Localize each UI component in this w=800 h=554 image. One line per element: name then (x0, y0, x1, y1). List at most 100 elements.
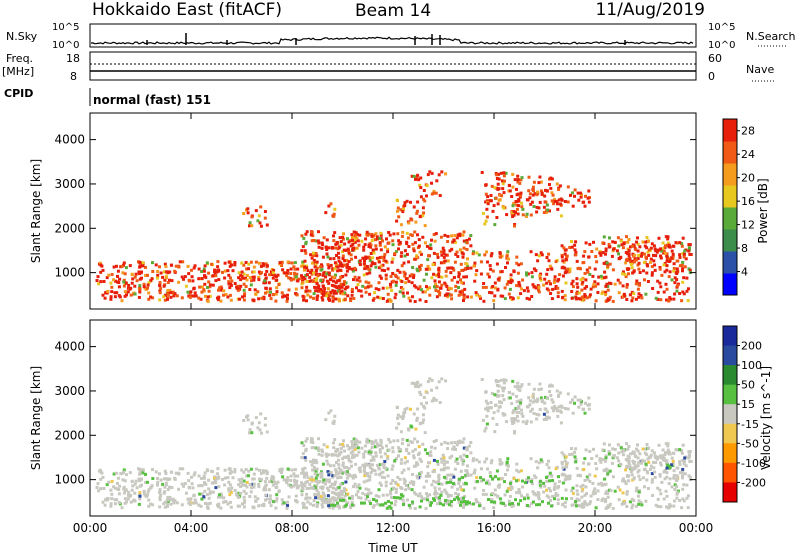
power-cell (343, 259, 347, 263)
power-cell (435, 295, 439, 299)
velocity-cell (193, 471, 197, 475)
velocity-cell (273, 480, 277, 484)
velocity-cell (133, 499, 137, 503)
power-cell (192, 266, 196, 270)
power-cell (283, 271, 287, 275)
power-cell (583, 286, 587, 290)
velocity-cell (462, 502, 466, 506)
velocity-cell (352, 453, 356, 457)
power-cell (343, 287, 347, 291)
velocity-cell (310, 475, 314, 479)
power-cell (493, 294, 497, 298)
power-cell (173, 269, 177, 273)
velocity-cell (352, 485, 355, 489)
velocity-cell (563, 459, 567, 463)
power-cell (471, 252, 475, 256)
velocity-cell (361, 491, 365, 495)
velocity-cell (440, 460, 444, 464)
power-cell (666, 241, 670, 245)
velocity-cell (332, 441, 335, 445)
velocity-cell (453, 467, 457, 471)
power-cell (484, 192, 488, 196)
velocity-cell (667, 450, 671, 454)
velocity-cell (678, 499, 682, 502)
power-cell (242, 288, 246, 292)
velocity-cell (428, 493, 432, 497)
velocity-cell (383, 460, 387, 463)
power-cell (625, 257, 629, 261)
power-cell (351, 248, 355, 252)
power-cell (675, 267, 679, 271)
power-cell (499, 171, 503, 175)
power-cell (378, 266, 381, 270)
velocity-cell (289, 474, 293, 478)
power-cell (377, 260, 381, 264)
velocity-cell (161, 482, 165, 486)
velocity-cell (393, 503, 397, 507)
velocity-cell (422, 396, 426, 399)
velocity-cell (486, 402, 490, 406)
velocity-cell (585, 475, 589, 479)
power-cell (650, 265, 654, 269)
power-cell (654, 296, 658, 300)
power-cell (530, 200, 534, 204)
power-cell (272, 293, 276, 297)
velocity-cell (347, 474, 351, 478)
power-cell (344, 281, 348, 285)
power-cell (675, 278, 679, 282)
velocity-cell (383, 452, 387, 456)
velocity-cell (332, 482, 336, 486)
velocity-cell (373, 469, 377, 473)
power-cell (474, 291, 478, 295)
velocity-cell (399, 415, 403, 419)
power-cell (353, 266, 357, 270)
velocity-cell (110, 492, 114, 496)
power-cell (425, 194, 428, 198)
velocity-cell (621, 477, 625, 481)
power-cell (548, 209, 551, 213)
power-cell (621, 246, 625, 250)
velocity-cell (439, 457, 443, 461)
velocity-cell (530, 502, 534, 505)
velocity-ylabel: Slant Range [km] (29, 366, 43, 470)
power-cell (465, 248, 469, 251)
velocity-cell (122, 487, 126, 491)
velocity-cell (353, 440, 357, 444)
velocity-cell (340, 492, 344, 496)
velocity-cell (461, 476, 464, 480)
velocity-cell (228, 493, 232, 497)
power-cell (453, 260, 457, 264)
power-cell (570, 282, 574, 286)
velocity-cell (465, 469, 469, 473)
velocity-cell (678, 448, 682, 452)
power-cell (601, 290, 605, 294)
power-cell (441, 246, 445, 250)
velocity-cell (351, 503, 354, 507)
power-cell (328, 257, 332, 261)
velocity-cell (131, 484, 135, 488)
power-cell (486, 195, 490, 199)
velocity-cell (412, 454, 416, 458)
velocity-cell (449, 478, 453, 482)
power-cell (156, 270, 160, 273)
velocity-cell (349, 460, 353, 464)
velocity-cell (676, 448, 680, 452)
velocity-cell (387, 500, 390, 504)
power-cell (253, 288, 257, 292)
power-cell (418, 285, 422, 289)
power-cell (275, 278, 279, 282)
velocity-cell (626, 475, 630, 478)
power-cell (197, 267, 201, 271)
velocity-cell (330, 482, 334, 486)
power-cell (127, 283, 131, 287)
velocity-cell (370, 440, 374, 443)
velocity-cell (682, 462, 686, 466)
velocity-cell (504, 378, 508, 382)
velocity-cell (257, 421, 261, 425)
velocity-cell (664, 442, 668, 446)
velocity-cell (355, 443, 359, 447)
velocity-cell (681, 476, 684, 480)
velocity-cell (449, 480, 452, 484)
power-cell (459, 262, 463, 266)
power-cell (349, 253, 353, 257)
